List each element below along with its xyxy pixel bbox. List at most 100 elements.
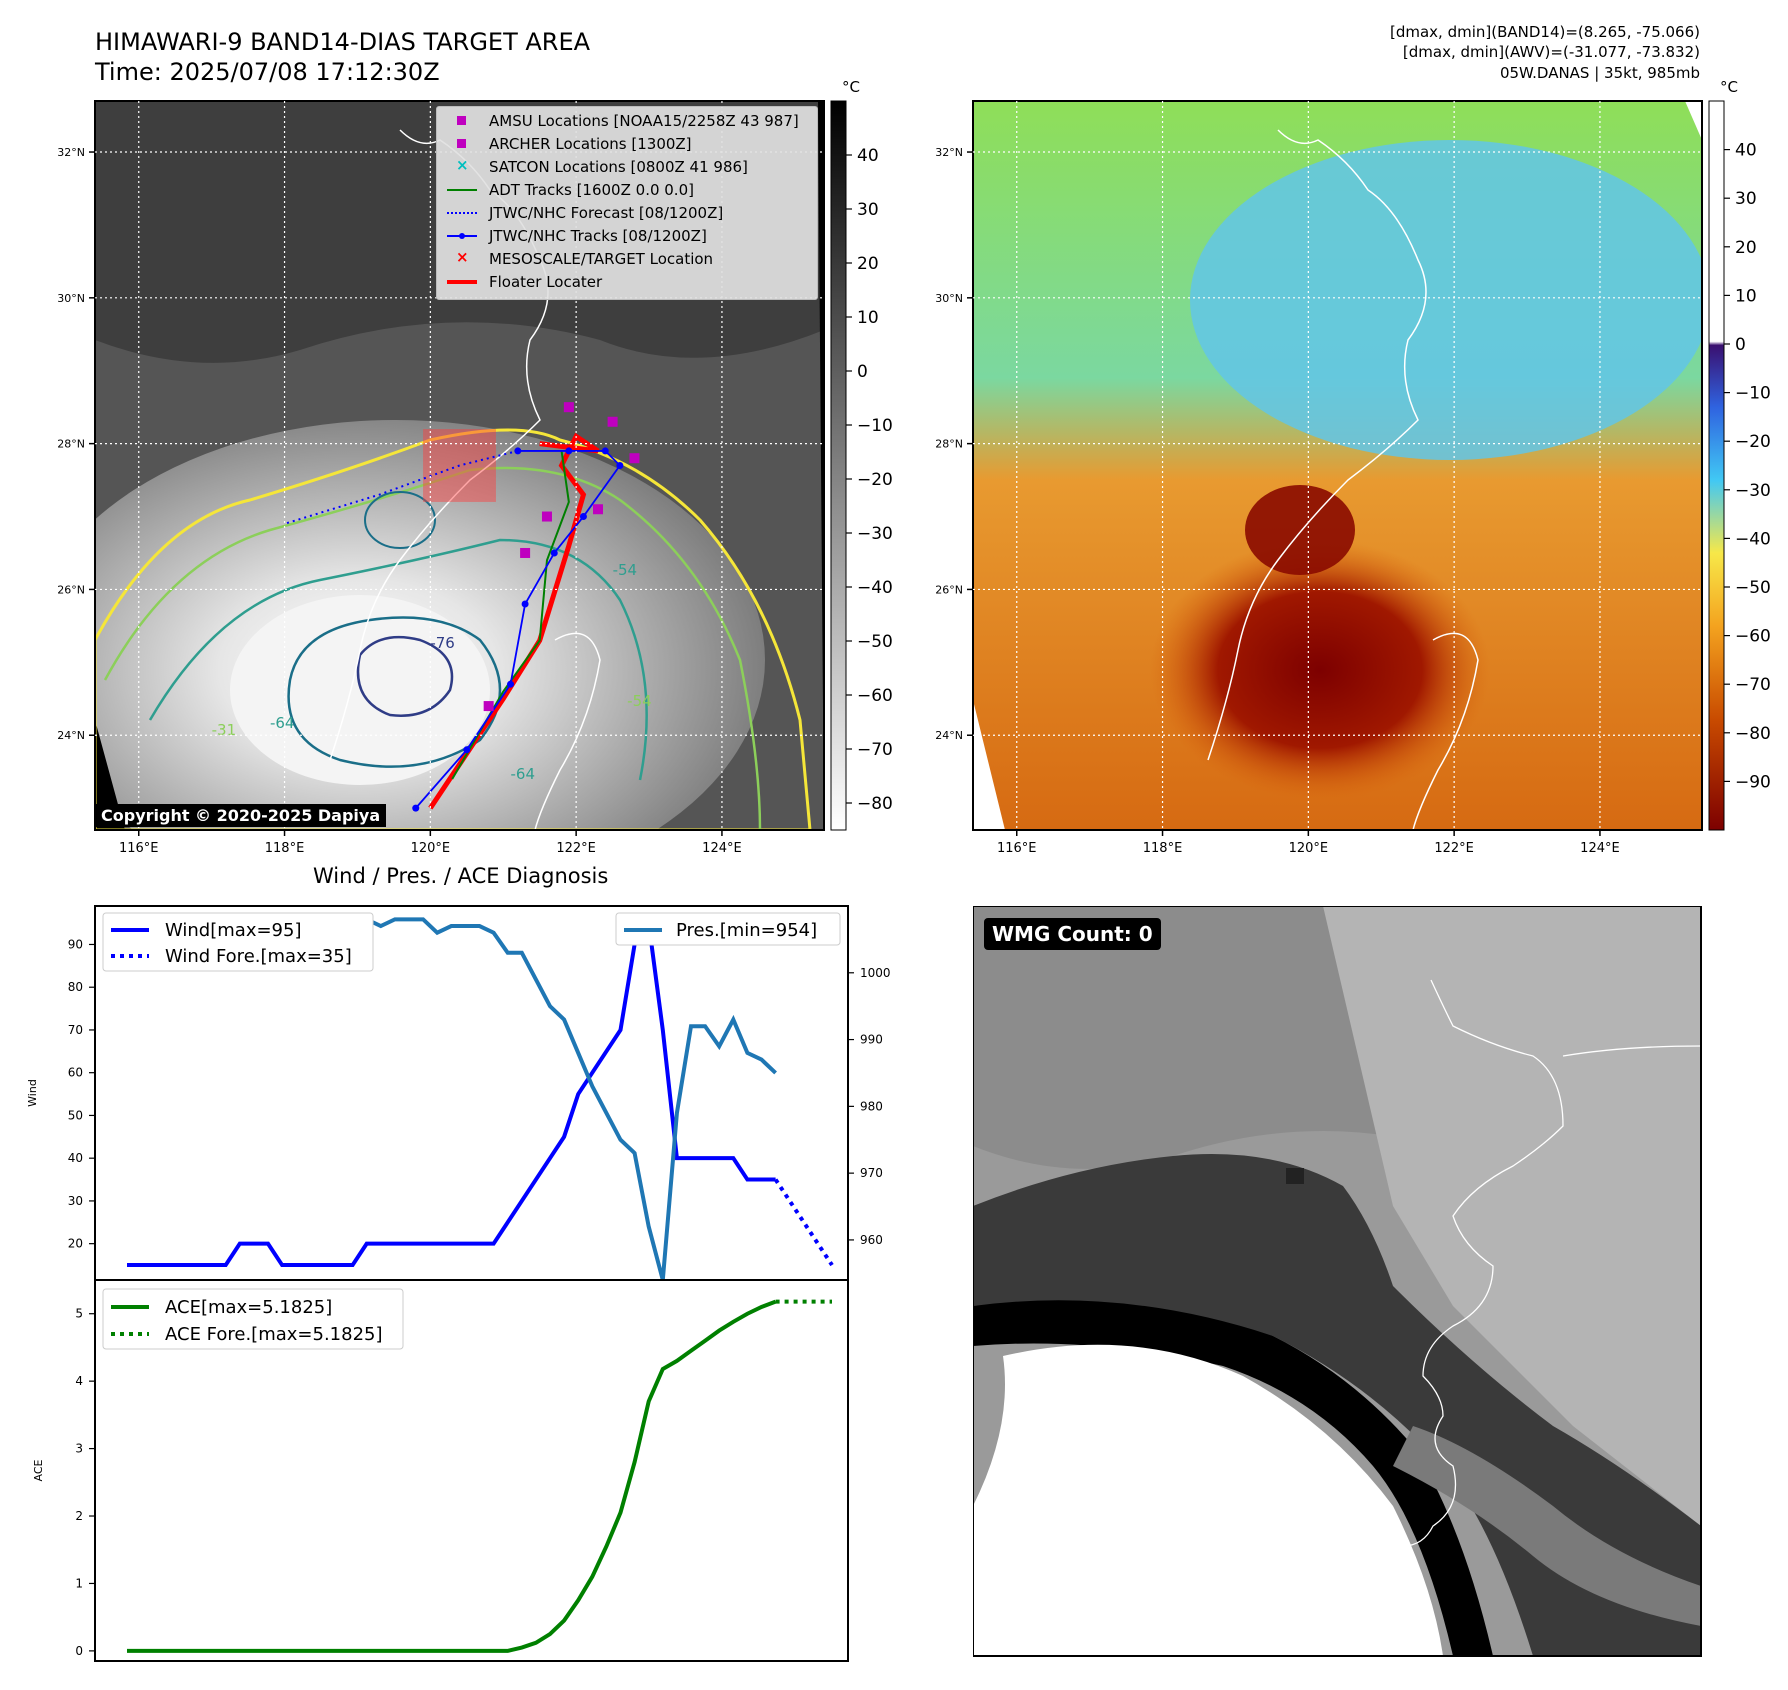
map-legend: AMSU Locations [NOAA15/2258Z 43 987] ARCH… <box>436 106 818 300</box>
archer-point <box>607 416 618 427</box>
ace-series-line-0 <box>127 1299 777 1653</box>
pressure-tick-label: 960 <box>860 1233 883 1247</box>
jtwc-track-point <box>550 549 558 557</box>
colorbar-ir-tick-label: −20 <box>857 470 893 490</box>
jtwc-track-point <box>601 447 609 455</box>
contour-label: -64 <box>270 714 295 732</box>
pressure-legend-label: Pres.[min=954] <box>676 920 817 941</box>
contour-minus45 <box>103 466 762 830</box>
contour-minus76 <box>356 635 454 717</box>
legend-entry: ADT Tracks [1600Z 0.0 0.0] <box>445 180 694 200</box>
figure-time: Time: 2025/07/08 17:12:30Z <box>95 58 440 86</box>
archer-point <box>541 511 552 522</box>
legend-entry: × MESOSCALE/TARGET Location <box>445 248 713 269</box>
colorbar-awv-tick-label: 10 <box>1735 286 1757 306</box>
awv-map: 116°E 118°E 120°E 122°E 124°E 32°N 30°N 28°N 26°… <box>935 100 1771 856</box>
legend-label: AMSU Locations [NOAA15/2258Z 43 987] <box>489 112 799 130</box>
contour-label: -54 <box>627 692 652 710</box>
figure-title: HIMAWARI-9 BAND14-DIAS TARGET AREA <box>95 28 591 56</box>
info-band14-range: [dmax, dmin](BAND14)=(8.265, -75.066) <box>1389 23 1700 41</box>
map2-lon-label: 122°E <box>1434 841 1474 856</box>
pressure-tick-label: 1000 <box>860 966 891 980</box>
ace-tick-label: 1 <box>75 1576 83 1590</box>
legend-swatch: × <box>456 248 469 266</box>
wmg-black-band <box>973 1300 1493 1656</box>
wmg-count-badge: WMG Count: 0 <box>984 918 1161 950</box>
wmg-panel <box>973 906 1702 1657</box>
legend-swatch <box>445 180 479 200</box>
colorbar-ir-tick-label: 30 <box>857 200 879 220</box>
wind-tick-label: 90 <box>68 937 83 951</box>
legend-entry: ARCHER Locations [1300Z] <box>445 134 692 154</box>
map2-lon-label: 116°E <box>997 841 1037 856</box>
jtwc-track-point <box>412 804 420 812</box>
ace-tick-label: 0 <box>75 1644 83 1658</box>
jtwc-track-point <box>507 680 515 688</box>
legend-swatch <box>445 111 479 131</box>
wind-tick-label: 30 <box>68 1194 83 1208</box>
ace-legend: ACE[max=5.1825] ACE Fore.[max=5.1825] <box>102 1288 404 1350</box>
archer-point <box>593 504 604 515</box>
colorbar-awv-tick-label: 0 <box>1735 335 1746 355</box>
ace-tick-label: 5 <box>75 1307 83 1321</box>
legend-label: Floater Locater <box>489 273 603 291</box>
coastline-2 <box>1207 129 1427 761</box>
dry-air-region <box>1190 140 1702 460</box>
legend-label: ARCHER Locations [1300Z] <box>489 135 692 153</box>
wmg-white-core <box>973 1344 1443 1656</box>
archer-point <box>563 402 574 413</box>
map2-lon-label: 120°E <box>1289 841 1329 856</box>
jtwc-track-point <box>463 746 471 754</box>
pressure-legend: Pres.[min=954] <box>615 912 841 946</box>
jtwc-track-point <box>514 447 522 455</box>
ace-tick-label: 4 <box>75 1374 83 1388</box>
archer-point <box>629 453 640 464</box>
colorbar-awv <box>1708 100 1725 831</box>
diagnosis-title: Wind / Pres. / ACE Diagnosis <box>313 864 609 888</box>
ace-tick-label: 3 <box>75 1442 83 1456</box>
legend-entry: AMSU Locations [NOAA15/2258Z 43 987] <box>445 111 799 131</box>
legend-label: JTWC/NHC Tracks [08/1200Z] <box>489 227 707 245</box>
archer-point <box>483 701 494 712</box>
pressure-tick-label: 970 <box>860 1166 883 1180</box>
taiwan-coast <box>534 632 601 830</box>
wind-tick-label: 50 <box>68 1108 83 1122</box>
wind-tick-label: 40 <box>68 1151 83 1165</box>
colorbar-awv-tick-label: −90 <box>1735 772 1771 792</box>
colorbar-awv-tick-label: 30 <box>1735 189 1757 209</box>
legend-entry: JTWC/NHC Tracks [08/1200Z] <box>445 226 707 246</box>
legend-swatch <box>445 226 479 246</box>
eyewall-contour <box>364 491 436 549</box>
ace-tick-label: 2 <box>75 1509 83 1523</box>
archer-point <box>520 547 531 558</box>
colorbar-ir-tick-label: −40 <box>857 578 893 598</box>
colorbar-awv-tick-label: −10 <box>1735 384 1771 404</box>
diagnosis-chart: 20304050607080909609709809901000WindPres… <box>26 905 891 1662</box>
wind-tick-label: 60 <box>68 1066 83 1080</box>
legend-swatch: × <box>456 156 469 174</box>
jtwc-track-point <box>579 513 587 521</box>
wind-legend-label: Wind Fore.[max=35] <box>165 946 352 967</box>
ace-legend-label: ACE[max=5.1825] <box>165 1297 332 1318</box>
jtwc-track <box>415 450 622 809</box>
map1-lon-label: 118°E <box>265 841 305 856</box>
jtwc-forecast-track <box>284 449 519 525</box>
wmg-light-gray <box>1323 906 1701 1526</box>
colorbar-ir-tick-label: −10 <box>857 416 893 436</box>
ace-axis-label: ACE <box>32 1459 45 1481</box>
map2-lat-label: 32°N <box>935 146 963 159</box>
wind-tick-label: 70 <box>68 1023 83 1037</box>
jtwc-track-point <box>616 462 624 469</box>
colorbar-awv-tick-label: −50 <box>1735 578 1771 598</box>
awv-core <box>1150 540 1490 800</box>
jtwc-track-point <box>565 447 573 455</box>
pressure-tick-label: 990 <box>860 1033 883 1047</box>
colorbar-awv-tick-label: −20 <box>1735 432 1771 452</box>
colorbar-ir <box>830 100 847 831</box>
wind-tick-label: 80 <box>68 980 83 994</box>
colorbar-ir-tick-label: −80 <box>857 794 893 814</box>
contour-minus31 <box>95 428 812 830</box>
info-storm: 05W.DANAS | 35kt, 985mb <box>1499 64 1700 82</box>
swath-corner-right <box>818 101 824 830</box>
colorbar-ir-tick-label: −60 <box>857 686 893 706</box>
